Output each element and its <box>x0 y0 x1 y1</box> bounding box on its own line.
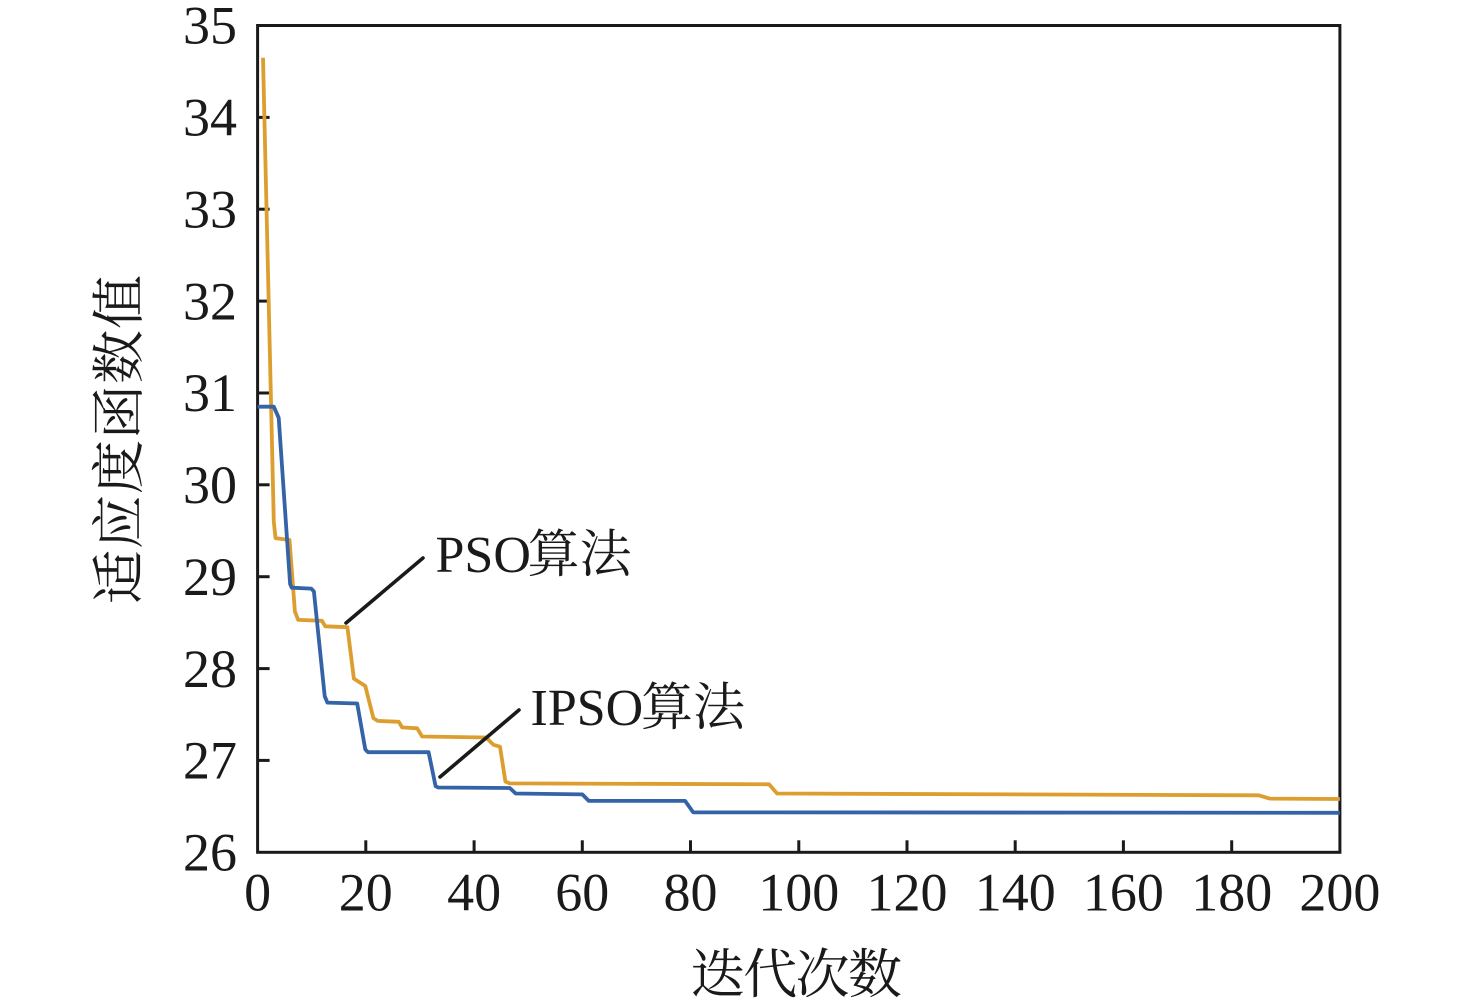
svg-text:60: 60 <box>555 863 609 923</box>
svg-text:30: 30 <box>183 455 237 515</box>
svg-text:180: 180 <box>1191 863 1272 923</box>
svg-text:32: 32 <box>183 271 237 331</box>
svg-text:120: 120 <box>867 863 948 923</box>
svg-text:0: 0 <box>244 863 271 923</box>
svg-text:PSO: PSO <box>436 527 531 584</box>
svg-text:140: 140 <box>975 863 1056 923</box>
svg-text:29: 29 <box>183 547 237 607</box>
svg-text:IPSO: IPSO <box>531 680 644 737</box>
svg-text:26: 26 <box>183 823 237 883</box>
svg-text:35: 35 <box>183 0 237 56</box>
svg-text:200: 200 <box>1299 863 1380 923</box>
svg-text:27: 27 <box>183 731 237 791</box>
svg-text:33: 33 <box>183 179 237 239</box>
svg-text:28: 28 <box>183 639 237 699</box>
svg-text:160: 160 <box>1083 863 1164 923</box>
svg-text:31: 31 <box>183 363 237 423</box>
svg-text:34: 34 <box>183 88 237 148</box>
svg-text:40: 40 <box>447 863 501 923</box>
svg-text:80: 80 <box>664 863 718 923</box>
svg-text:20: 20 <box>339 863 393 923</box>
svg-text:100: 100 <box>758 863 839 923</box>
